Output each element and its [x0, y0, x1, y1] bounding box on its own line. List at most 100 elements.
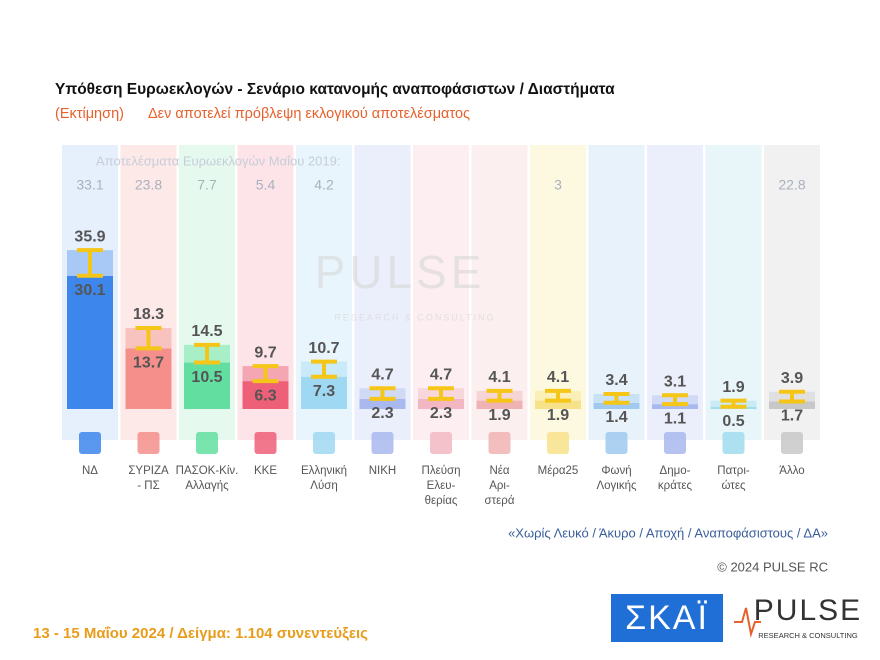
- high-label: 14.5: [191, 323, 222, 340]
- category-label: ΝΙΚΗ: [368, 465, 397, 477]
- tv-logo: ΣΚΑΪ: [625, 599, 709, 637]
- range-whisker: [662, 393, 688, 407]
- high-label: 9.7: [254, 344, 276, 361]
- high-label: 1.9: [722, 379, 744, 396]
- result-2019: 33.1: [76, 177, 103, 193]
- result-2019: 22.8: [778, 177, 805, 193]
- low-label: 1.9: [547, 407, 569, 424]
- party-logo: [313, 432, 335, 454]
- low-label: 10.5: [191, 369, 222, 386]
- low-label: 1.4: [605, 409, 627, 426]
- result-2019: 7.7: [197, 177, 217, 193]
- low-label: 2.3: [371, 405, 393, 422]
- range-whisker: [194, 342, 220, 365]
- category-label: Μέρα25: [537, 465, 579, 477]
- footer: 13 - 15 Μαΐου 2024 / Δείγμα: 1.104 συνεν…: [33, 625, 368, 642]
- range-whisker: [486, 388, 513, 403]
- party-logo: [722, 432, 745, 454]
- low-label: 0.5: [722, 413, 744, 430]
- high-label: 4.7: [430, 366, 452, 383]
- tv-logo-box: [611, 594, 723, 642]
- high-label: 35.9: [74, 228, 105, 245]
- range-whisker: [779, 389, 805, 404]
- range-whisker: [720, 398, 747, 409]
- low-label: 30.1: [74, 282, 105, 299]
- bar: [359, 398, 406, 409]
- subtitle-prefix: (Εκτίμηση): [55, 106, 124, 122]
- range-whisker: [428, 386, 454, 401]
- bar: [242, 381, 289, 409]
- watermark-sub: RESEARCH & CONSULTING: [334, 312, 495, 322]
- subtitle: Δεν αποτελεί πρόβλεψη εκλογικού αποτελέσ…: [148, 106, 470, 122]
- bar: [652, 404, 698, 409]
- high-label: 3.1: [664, 374, 686, 391]
- party-logo: [137, 432, 160, 454]
- category-label: Πατρι- ώτες: [717, 465, 750, 492]
- low-label: 13.7: [133, 355, 164, 372]
- party-logo: [605, 432, 628, 454]
- copyright: © 2024 PULSE RC: [717, 559, 828, 574]
- category-label: ΠΑΣΟΚ-Κίν. Αλλαγής: [175, 465, 239, 492]
- party-logo: [547, 432, 569, 454]
- result-2019: 23.8: [135, 177, 162, 193]
- high-label: 3.4: [605, 372, 627, 389]
- bar: [593, 402, 640, 409]
- category-label: Φωνή Λογικής: [596, 465, 637, 492]
- range-whisker: [369, 386, 396, 401]
- bar: [418, 398, 464, 409]
- category-label: Άλλο: [779, 465, 805, 477]
- column-bg: [588, 145, 645, 440]
- column-bg: [647, 145, 703, 440]
- category-label: ΚΚΕ: [253, 465, 277, 477]
- low-label: 6.3: [254, 387, 276, 404]
- results-2019-label: Αποτελέσματα Ευρωεκλογών Μαΐου 2019:: [96, 153, 340, 168]
- bar: [769, 401, 815, 409]
- range-whisker: [135, 326, 162, 351]
- party-logo: [254, 432, 277, 454]
- high-label: 3.9: [781, 370, 803, 387]
- high-label: 4.1: [488, 369, 510, 386]
- note: «Χωρίς Λευκό / Άκυρο / Αποχή / Αναποφάσι…: [508, 525, 828, 540]
- low-label: 1.1: [664, 410, 686, 427]
- column-bg: [705, 145, 762, 440]
- high-label: 10.7: [308, 340, 339, 357]
- category-label: Πλεύση Ελευ- θερίας: [421, 465, 461, 507]
- party-logo: [488, 432, 511, 454]
- watermark: PULSE: [315, 246, 486, 298]
- chart-title: Υπόθεση Ευρωεκλογών - Σενάριο κατανομής …: [55, 81, 615, 98]
- result-2019: 3: [554, 177, 562, 193]
- range-whisker: [77, 248, 103, 278]
- range-whisker: [545, 388, 571, 403]
- category-label: Νέα Αρι- στερά: [484, 465, 515, 507]
- party-logo: [430, 432, 452, 454]
- category-label: Ελληνική Λύση: [300, 465, 348, 492]
- party-logo: [781, 432, 803, 454]
- bar: [67, 275, 113, 409]
- low-label: 1.9: [488, 407, 510, 424]
- high-label: 18.3: [133, 306, 164, 323]
- bar: [184, 362, 230, 409]
- result-2019: 4.2: [314, 177, 334, 193]
- range-whisker: [252, 364, 279, 384]
- bar: [476, 400, 523, 409]
- low-label: 7.3: [313, 383, 335, 400]
- category-label: Δημο- κράτες: [657, 465, 693, 492]
- high-label: 4.1: [547, 369, 569, 386]
- party-logo: [664, 432, 686, 454]
- party-logo: [79, 432, 101, 454]
- range-whisker: [603, 391, 630, 405]
- category-label: ΣΥΡΙΖΑ - ΠΣ: [128, 465, 169, 492]
- bar: [125, 348, 172, 409]
- low-label: 1.7: [781, 408, 803, 425]
- result-2019: 5.4: [256, 177, 276, 193]
- pulse-logo-sub: RESEARCH & CONSULTING: [758, 631, 858, 640]
- range-whisker: [311, 359, 337, 379]
- high-label: 4.7: [371, 366, 393, 383]
- bar: [301, 376, 347, 409]
- pulse-logo-line: [734, 607, 761, 638]
- party-logo: [196, 432, 218, 454]
- low-label: 2.3: [430, 405, 452, 422]
- party-logo: [371, 432, 394, 454]
